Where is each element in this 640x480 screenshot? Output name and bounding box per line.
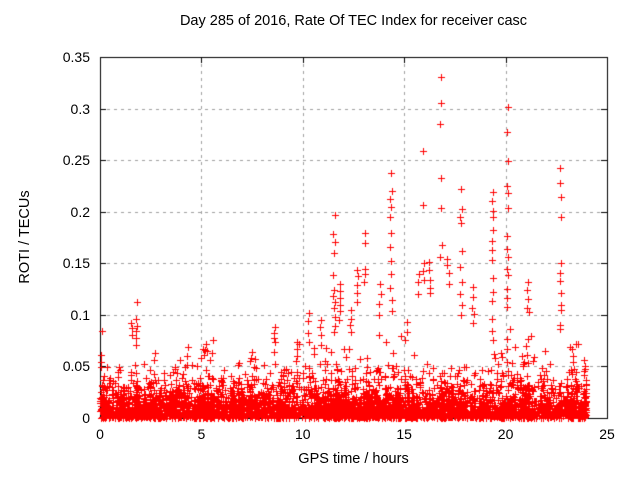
y-tick-label: 0.2 [70,203,90,220]
x-tick-label: 10 [295,426,311,442]
y-tick-label: 0.1 [70,306,90,323]
y-tick-label: 0.15 [62,255,90,272]
x-tick-label: 25 [599,426,615,442]
chart-title: Day 285 of 2016, Rate Of TEC Index for r… [179,13,528,29]
y-tick-label: 0 [82,410,90,426]
y-tick-label: 0.25 [62,152,90,169]
x-tick-label: 0 [96,426,104,442]
x-tick-label: 5 [197,426,206,442]
x-tick-label: 15 [396,426,412,442]
y-tick-label: 0.35 [62,49,90,65]
y-tick-label: 0.3 [70,100,90,117]
x-tick-label: 20 [497,426,514,442]
x-axis-title: GPS time / hours [298,451,409,467]
y-tick-label: 0.05 [62,358,90,375]
